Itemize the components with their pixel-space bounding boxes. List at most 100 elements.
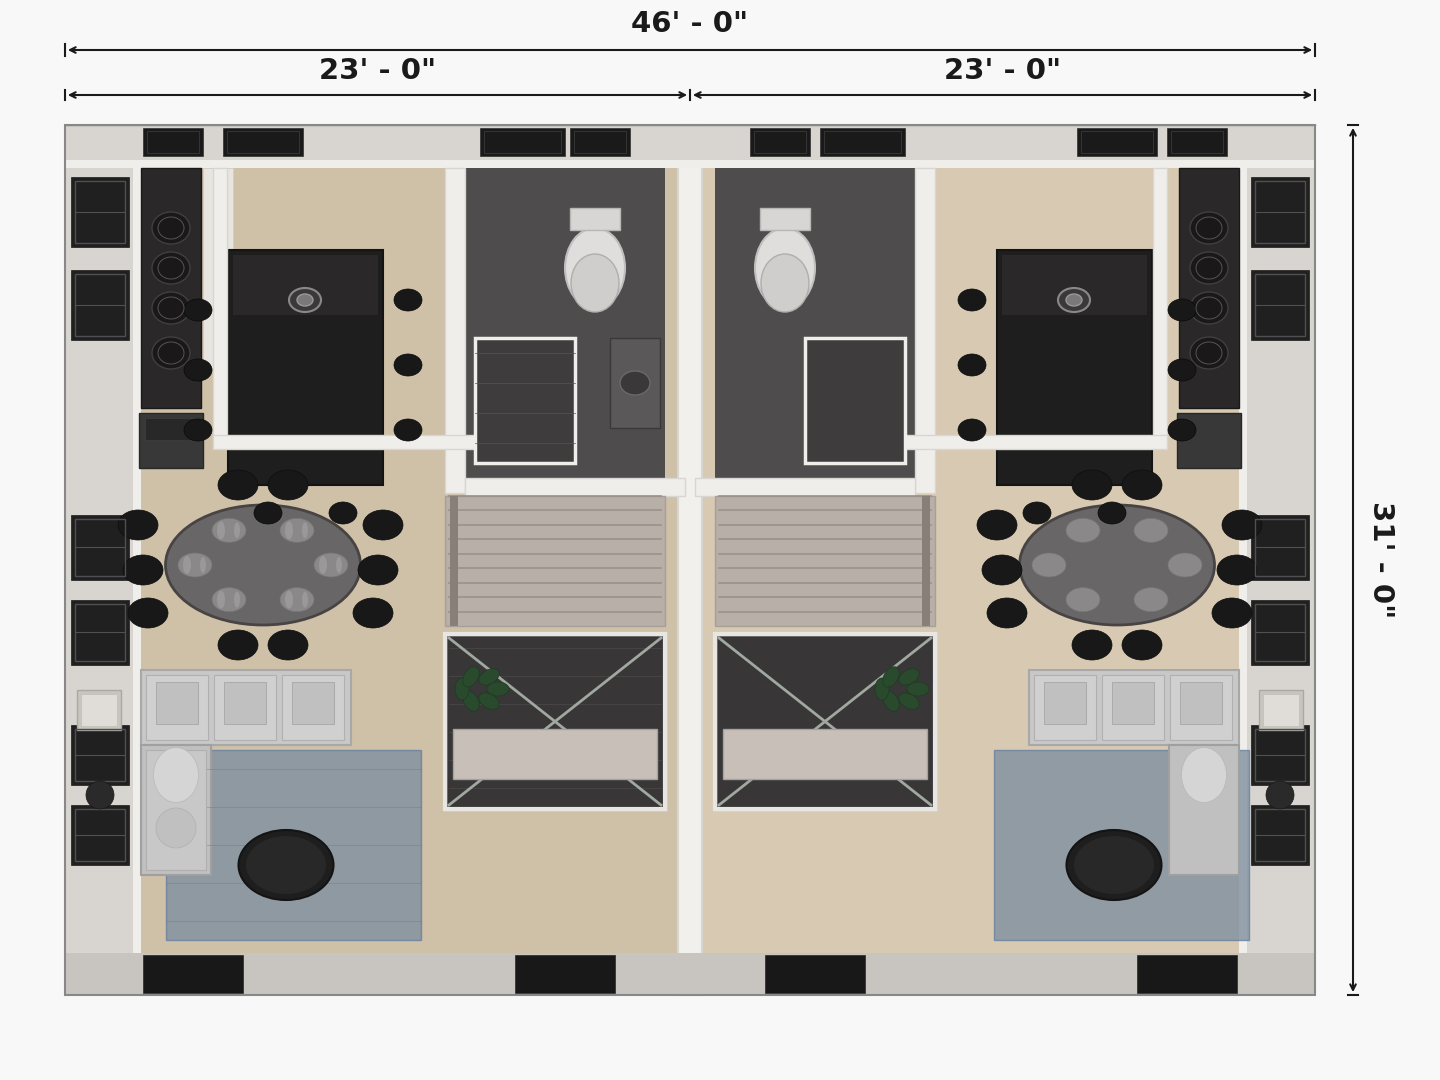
Bar: [1138, 955, 1237, 993]
Bar: [213, 168, 228, 448]
Ellipse shape: [363, 510, 403, 540]
Bar: [166, 750, 420, 940]
Bar: [1002, 255, 1148, 315]
Ellipse shape: [246, 836, 325, 894]
Bar: [145, 418, 202, 440]
Bar: [1030, 670, 1238, 745]
Bar: [145, 750, 206, 870]
Bar: [1256, 729, 1305, 781]
Bar: [141, 745, 212, 875]
Bar: [1251, 177, 1309, 247]
Ellipse shape: [179, 553, 212, 577]
Ellipse shape: [755, 228, 815, 308]
Bar: [141, 168, 202, 408]
Ellipse shape: [899, 669, 919, 685]
Ellipse shape: [279, 588, 314, 611]
Ellipse shape: [1020, 505, 1214, 625]
Ellipse shape: [289, 288, 321, 312]
Ellipse shape: [1135, 588, 1168, 611]
Ellipse shape: [1168, 359, 1197, 381]
Bar: [75, 181, 125, 243]
Ellipse shape: [1067, 831, 1162, 900]
Bar: [228, 131, 300, 153]
Text: 23' - 0": 23' - 0": [318, 57, 436, 85]
Bar: [760, 208, 809, 230]
Ellipse shape: [899, 693, 919, 710]
Ellipse shape: [883, 666, 899, 687]
Bar: [75, 809, 125, 861]
Ellipse shape: [455, 678, 469, 700]
Ellipse shape: [1032, 553, 1066, 577]
Bar: [215, 675, 276, 740]
Bar: [445, 496, 665, 626]
Ellipse shape: [564, 228, 625, 308]
Ellipse shape: [1071, 470, 1112, 500]
Bar: [716, 634, 935, 809]
Bar: [449, 496, 458, 626]
Bar: [996, 249, 1152, 485]
Ellipse shape: [217, 630, 258, 660]
Bar: [65, 125, 1315, 995]
Ellipse shape: [328, 502, 357, 524]
Bar: [71, 805, 130, 865]
Ellipse shape: [233, 592, 240, 608]
Ellipse shape: [268, 630, 308, 660]
Ellipse shape: [1122, 470, 1162, 500]
Ellipse shape: [239, 831, 334, 900]
Ellipse shape: [1189, 252, 1228, 284]
Ellipse shape: [1099, 502, 1126, 524]
Bar: [75, 604, 125, 661]
Ellipse shape: [217, 470, 258, 500]
Bar: [282, 675, 344, 740]
Bar: [465, 478, 685, 496]
Ellipse shape: [1181, 747, 1227, 802]
Ellipse shape: [883, 691, 899, 712]
Bar: [824, 131, 901, 153]
Bar: [1166, 129, 1227, 156]
Bar: [143, 955, 243, 993]
Bar: [516, 955, 615, 993]
Bar: [1256, 181, 1305, 243]
Ellipse shape: [1058, 288, 1090, 312]
Ellipse shape: [876, 678, 888, 700]
Ellipse shape: [320, 556, 327, 573]
Bar: [156, 681, 199, 724]
Bar: [1247, 125, 1315, 995]
Bar: [1259, 690, 1303, 730]
Bar: [71, 725, 130, 785]
Bar: [819, 129, 904, 156]
Ellipse shape: [1189, 337, 1228, 369]
Ellipse shape: [279, 518, 314, 542]
Bar: [1169, 675, 1233, 740]
Ellipse shape: [395, 354, 422, 376]
Bar: [71, 600, 130, 665]
Bar: [1077, 129, 1156, 156]
Bar: [76, 690, 121, 730]
Bar: [475, 338, 575, 463]
Bar: [716, 634, 935, 809]
Bar: [1256, 519, 1305, 576]
Bar: [1169, 745, 1238, 875]
Ellipse shape: [184, 419, 212, 441]
Ellipse shape: [154, 747, 199, 802]
Bar: [75, 729, 125, 781]
Ellipse shape: [1223, 510, 1261, 540]
Bar: [1044, 681, 1086, 724]
Bar: [1251, 805, 1309, 865]
Ellipse shape: [1066, 518, 1100, 542]
Bar: [1263, 694, 1299, 726]
Bar: [141, 670, 351, 745]
Bar: [575, 131, 626, 153]
Bar: [1179, 681, 1223, 724]
Ellipse shape: [153, 337, 190, 369]
Bar: [228, 249, 383, 485]
Bar: [1251, 270, 1309, 340]
Bar: [570, 129, 631, 156]
Ellipse shape: [1189, 292, 1228, 324]
Ellipse shape: [572, 254, 619, 312]
Ellipse shape: [395, 419, 422, 441]
Bar: [71, 270, 130, 340]
Ellipse shape: [1168, 419, 1197, 441]
Bar: [1256, 809, 1305, 861]
Ellipse shape: [1066, 588, 1100, 611]
